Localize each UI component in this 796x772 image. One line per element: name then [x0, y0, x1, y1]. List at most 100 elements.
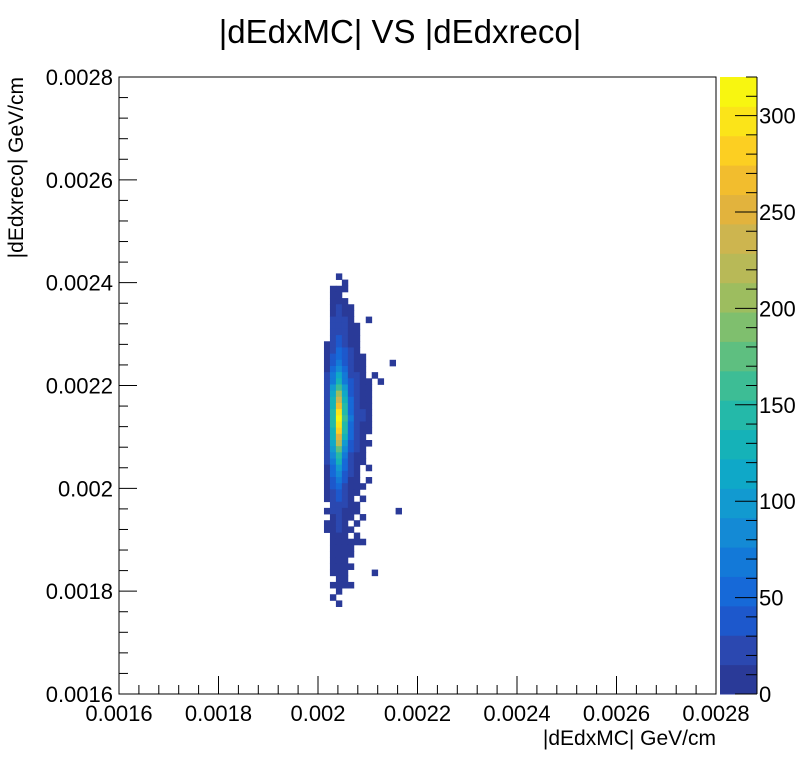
- heatmap-cell: [341, 501, 349, 509]
- heatmap-cell: [347, 581, 355, 589]
- heatmap-cell: [335, 452, 343, 459]
- heatmap-cell: [365, 415, 373, 422]
- heatmap-cell: [335, 483, 343, 490]
- heatmap-cell: [341, 470, 349, 478]
- heatmap-cell: [365, 396, 373, 404]
- heatmap-cell: [323, 347, 331, 355]
- heatmap-cell: [341, 384, 349, 392]
- heatmap-cell: [341, 427, 349, 435]
- heatmap-cell: [341, 581, 349, 589]
- color-scale-segment: [720, 77, 757, 107]
- heatmap-cell: [341, 335, 349, 342]
- heatmap-cell: [353, 341, 361, 348]
- heatmap-cell: [359, 365, 367, 373]
- heatmap-cell: [335, 365, 343, 373]
- heatmap-cell: [353, 532, 361, 540]
- heatmap-cell: [323, 526, 331, 533]
- heatmap-cell: [347, 507, 355, 515]
- heatmap-cell: [359, 483, 367, 490]
- heatmap-cell: [353, 384, 361, 392]
- heatmap-cell: [359, 433, 367, 441]
- heatmap-cell: [335, 495, 343, 503]
- heatmap-cell: [329, 464, 337, 472]
- heatmap-cell: [323, 341, 331, 348]
- heatmap-cell: [353, 452, 361, 459]
- heatmap-cell: [329, 544, 337, 552]
- heatmap-cell: [335, 477, 343, 484]
- color-scale-segment: [720, 282, 757, 313]
- color-scale-label: 250: [759, 200, 796, 225]
- heatmap-cell: [341, 304, 349, 311]
- heatmap-cell: [335, 470, 343, 478]
- heatmap-cell: [341, 477, 349, 484]
- heatmap-cell: [323, 378, 331, 385]
- heatmap-cell: [329, 421, 337, 429]
- heatmap-cell: [341, 279, 349, 287]
- heatmap-cell: [353, 483, 361, 490]
- heatmap-cell: [323, 489, 331, 496]
- heatmap-cell: [341, 452, 349, 459]
- heatmap-cell: [359, 452, 367, 459]
- heatmap-cell: [335, 316, 343, 324]
- heatmap-cell: [359, 514, 367, 521]
- heatmap-cell: [353, 464, 361, 472]
- heatmap-cell: [359, 458, 367, 466]
- heatmap-cell: [335, 328, 343, 336]
- heatmap-cell: [359, 378, 367, 385]
- heatmap-cell: [347, 440, 355, 447]
- heatmap-cell: [329, 563, 337, 570]
- heatmap-cell: [353, 390, 361, 398]
- color-scale-label: 300: [759, 104, 796, 129]
- heatmap-cell: [347, 452, 355, 459]
- heatmap-cell: [359, 427, 367, 435]
- heatmap-cell: [353, 353, 361, 361]
- heatmap-cell: [329, 396, 337, 404]
- heatmap-cell: [341, 532, 349, 540]
- heatmap-cell: [389, 359, 397, 367]
- heatmap-cell: [323, 458, 331, 466]
- heatmap-cell: [341, 514, 349, 521]
- heatmap-cell: [341, 322, 349, 330]
- heatmap-cell: [323, 483, 331, 490]
- heatmap-cell: [341, 390, 349, 398]
- heatmap-cell: [335, 285, 343, 293]
- heatmap-cell: [341, 563, 349, 570]
- y-axis-title: |dEdxreco| GeV/cm: [5, 77, 28, 258]
- heatmap-cell: [323, 384, 331, 392]
- y-axis: 0.0016 0.0018 0.002 0.0022 0.0024 0.0026 0.002…: [46, 65, 137, 707]
- heatmap-cell: [323, 415, 331, 422]
- heatmap-cell: [329, 335, 337, 342]
- heatmap-cell: [329, 514, 337, 521]
- heatmap-cell: [335, 588, 343, 595]
- heatmap-cell: [365, 316, 373, 324]
- heatmap-cell: [329, 415, 337, 422]
- heatmap-cell: [341, 298, 349, 305]
- heatmap-cell: [329, 390, 337, 398]
- heatmap-cell: [359, 390, 367, 398]
- heatmap-cell: [341, 507, 349, 515]
- heatmap-cell: [359, 415, 367, 422]
- heatmap-cell: [329, 495, 337, 503]
- heatmap-cell: [335, 544, 343, 552]
- heatmap-cell: [353, 433, 361, 441]
- x-tick-label: 0.0018: [185, 701, 252, 726]
- heatmap-cell: [365, 384, 373, 392]
- x-tick-label: 0.0016: [85, 701, 152, 726]
- heatmap-cell: [341, 347, 349, 355]
- y-tick-label: 0.0016: [46, 682, 113, 707]
- heatmap-cell: [329, 477, 337, 484]
- heatmap-cell: [335, 458, 343, 466]
- heatmap-cell: [329, 433, 337, 441]
- heatmap-cell: [347, 341, 355, 348]
- heatmap-cell: [353, 446, 361, 453]
- heatmap-cell: [341, 365, 349, 373]
- color-scale-segment: [720, 605, 757, 636]
- heatmap-cell: [359, 440, 367, 447]
- heatmap-cell: [341, 569, 349, 577]
- heatmap-cell: [347, 402, 355, 410]
- color-scale-segment: [720, 312, 757, 342]
- heatmap-cell: [335, 427, 343, 435]
- heatmap-cell: [341, 446, 349, 453]
- heatmap-cell: [347, 390, 355, 398]
- color-scale-label: 0: [759, 682, 771, 707]
